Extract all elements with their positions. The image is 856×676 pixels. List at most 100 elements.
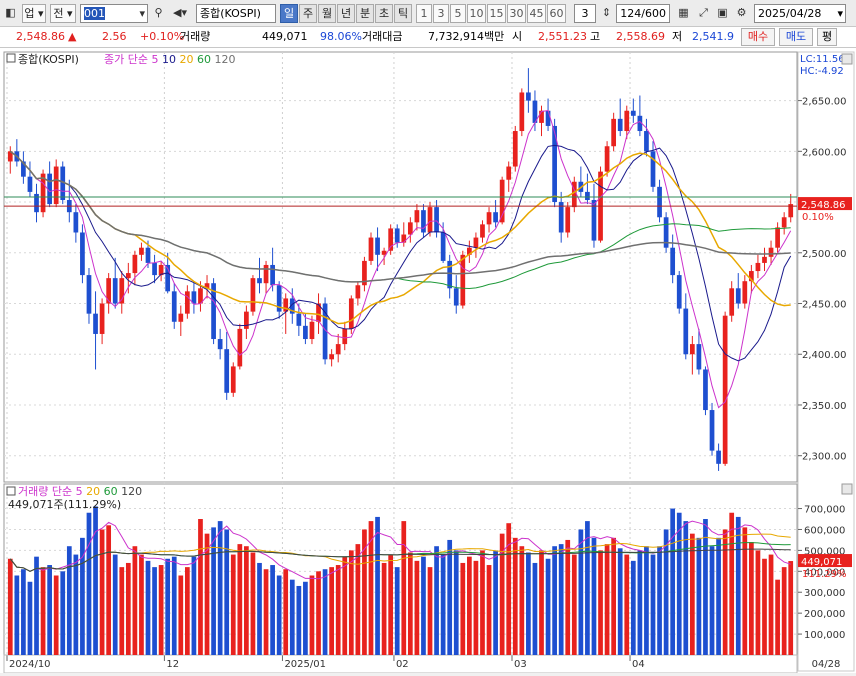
- last-date-label: 04/28: [812, 659, 841, 670]
- interval-button-3[interactable]: 3: [433, 4, 449, 23]
- prev-button[interactable]: 전 ▾: [50, 4, 76, 23]
- dropdown-arrow-icon[interactable]: ▾: [139, 7, 145, 20]
- window-icon[interactable]: ◧: [5, 6, 16, 19]
- calendar-arrow-icon[interactable]: ▾: [837, 7, 843, 20]
- date-input[interactable]: 2025/04/28 ▾: [754, 4, 846, 23]
- grid-icon[interactable]: ▦: [678, 6, 689, 19]
- period-tab-1[interactable]: 주: [299, 4, 317, 23]
- interval-button-15[interactable]: 15: [487, 4, 506, 23]
- volume-bar: [539, 550, 544, 655]
- eval-button[interactable]: 평: [817, 28, 837, 46]
- candle-body: [676, 275, 682, 309]
- volume-bar: [506, 523, 512, 655]
- interval-button-10[interactable]: 10: [467, 4, 486, 23]
- period-tab-3[interactable]: 년: [337, 4, 355, 23]
- candle-body: [348, 298, 354, 329]
- volume-bar: [467, 556, 472, 655]
- candle-body: [742, 281, 748, 304]
- volume-bar: [152, 567, 157, 655]
- candle-body: [637, 115, 643, 132]
- legend-prefix: 종가 단순: [104, 53, 151, 66]
- sell-button[interactable]: 매도: [779, 28, 813, 46]
- candle-body: [27, 176, 33, 192]
- candle-body: [499, 179, 505, 223]
- candle-body: [303, 325, 308, 340]
- volume-bar: [788, 561, 794, 655]
- candle-body: [467, 247, 472, 255]
- chart-area[interactable]: 2,300.00 2,350.00 2,400.00 2,450.00 2,500.00…: [0, 48, 856, 674]
- candle-body: [257, 278, 262, 284]
- volume-bar: [585, 521, 590, 655]
- volume-bar: [309, 575, 315, 655]
- candle-body: [611, 118, 617, 147]
- volume-ma5-line: [9, 520, 791, 580]
- volume-bar: [565, 539, 571, 655]
- interval-button-5[interactable]: 5: [450, 4, 466, 23]
- period-tab-0[interactable]: 일: [280, 4, 298, 23]
- buy-button[interactable]: 매수: [741, 28, 775, 46]
- volume-bar: [53, 575, 59, 655]
- search-icon[interactable]: ⚲: [154, 6, 163, 19]
- interval-input[interactable]: 3: [574, 4, 596, 23]
- period-tab-5[interactable]: 초: [375, 4, 393, 23]
- candle-body: [132, 254, 138, 274]
- interval-button-45[interactable]: 45: [527, 4, 546, 23]
- volume-bar: [558, 544, 564, 655]
- volume-bar: [296, 585, 302, 655]
- candle-body: [296, 313, 302, 326]
- price-tick-label: 2,400.00: [802, 350, 847, 361]
- legend-ma-5: 5: [151, 53, 162, 66]
- menu-label: 업: [24, 7, 35, 20]
- candle-body: [191, 291, 197, 304]
- volume-ratio: 98.06%: [320, 30, 362, 43]
- count-display[interactable]: 124/600: [616, 4, 670, 23]
- volume-bar: [499, 533, 505, 655]
- volume-bar: [611, 537, 617, 655]
- settings-icon[interactable]: ⚙: [736, 6, 747, 19]
- name-field[interactable]: 종합(KOSPI): [196, 4, 276, 23]
- volume-tag: 449,071: [801, 557, 842, 568]
- candle-body: [663, 217, 669, 248]
- volume-bar: [184, 567, 190, 655]
- volume-bar: [283, 569, 289, 655]
- candle-body: [755, 262, 761, 272]
- menu-select[interactable]: 업 ▾: [22, 4, 46, 23]
- candle-body: [86, 275, 92, 314]
- candlestick-chart[interactable]: 2,300.00 2,350.00 2,400.00 2,450.00 2,500.00…: [0, 48, 856, 674]
- interval-button-60[interactable]: 60: [547, 4, 566, 23]
- candle-body: [362, 260, 367, 286]
- spin-icon[interactable]: ⇕: [601, 6, 612, 19]
- interval-button-30[interactable]: 30: [507, 4, 526, 23]
- speaker-icon[interactable]: ◀▾: [173, 6, 187, 19]
- volume-bar: [99, 529, 105, 655]
- period-tab-4[interactable]: 분: [356, 4, 374, 23]
- price-legend: 종가 단순 5 10 20 60 120: [104, 53, 235, 66]
- volume-bar: [73, 554, 79, 655]
- candle-body: [512, 131, 518, 167]
- candle-body: [630, 110, 636, 116]
- candle-body: [53, 166, 59, 205]
- candle-body: [617, 118, 623, 132]
- draw-icon[interactable]: ⤢: [699, 6, 708, 19]
- candle-body: [565, 207, 571, 233]
- save-icon[interactable]: ▣: [717, 6, 728, 19]
- code-input[interactable]: 001 ▾: [80, 4, 148, 23]
- volume-bar: [644, 546, 649, 655]
- candle-body: [355, 285, 361, 299]
- candle-body: [453, 288, 459, 306]
- count-value: 124/600: [620, 7, 666, 20]
- volume-ma120-line: [9, 548, 791, 572]
- candle-body: [506, 166, 512, 180]
- ma120-line: [9, 150, 791, 283]
- volume-tick-label: 400,000: [804, 567, 845, 578]
- date-label: 02: [396, 659, 409, 670]
- volume-bar: [375, 516, 380, 655]
- period-tab-2[interactable]: 월: [318, 4, 336, 23]
- current-pct-tag: 0.10%: [802, 212, 834, 223]
- candle-body: [244, 311, 249, 329]
- period-tab-6[interactable]: 틱: [394, 4, 412, 23]
- price-tick-label: 2,450.00: [802, 300, 847, 311]
- interval-button-1[interactable]: 1: [416, 4, 432, 23]
- candle-body: [178, 313, 184, 322]
